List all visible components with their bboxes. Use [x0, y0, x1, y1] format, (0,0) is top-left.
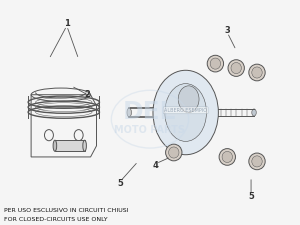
Ellipse shape [222, 151, 232, 162]
Ellipse shape [252, 67, 262, 78]
Ellipse shape [53, 140, 57, 151]
Ellipse shape [210, 58, 220, 69]
Ellipse shape [165, 84, 206, 141]
Text: FOR CLOSED-CIRCUITS USE ONLY: FOR CLOSED-CIRCUITS USE ONLY [4, 217, 108, 222]
Ellipse shape [228, 60, 244, 76]
Ellipse shape [169, 147, 179, 158]
Ellipse shape [178, 86, 199, 112]
Ellipse shape [219, 148, 236, 165]
Text: DEL: DEL [123, 101, 177, 124]
Ellipse shape [249, 64, 265, 81]
Text: 3: 3 [224, 26, 230, 35]
Text: 4: 4 [153, 161, 159, 170]
Text: MOTO PARTS: MOTO PARTS [115, 125, 185, 135]
Ellipse shape [207, 55, 224, 72]
Text: 5: 5 [248, 192, 254, 201]
Text: 1: 1 [64, 19, 70, 28]
Ellipse shape [231, 63, 242, 74]
Ellipse shape [153, 70, 218, 155]
Ellipse shape [127, 108, 131, 117]
Ellipse shape [252, 109, 256, 116]
Text: PER USO ESCLUSIVO IN CIRCUITI CHIUSI: PER USO ESCLUSIVO IN CIRCUITI CHIUSI [4, 208, 129, 213]
Ellipse shape [83, 140, 86, 151]
Text: ALBERO ESEMPIO: ALBERO ESEMPIO [164, 108, 207, 113]
Polygon shape [55, 140, 85, 151]
Ellipse shape [252, 156, 262, 167]
Ellipse shape [166, 144, 182, 161]
Text: 5: 5 [117, 179, 123, 188]
Text: 2: 2 [85, 90, 91, 99]
Ellipse shape [249, 153, 265, 170]
